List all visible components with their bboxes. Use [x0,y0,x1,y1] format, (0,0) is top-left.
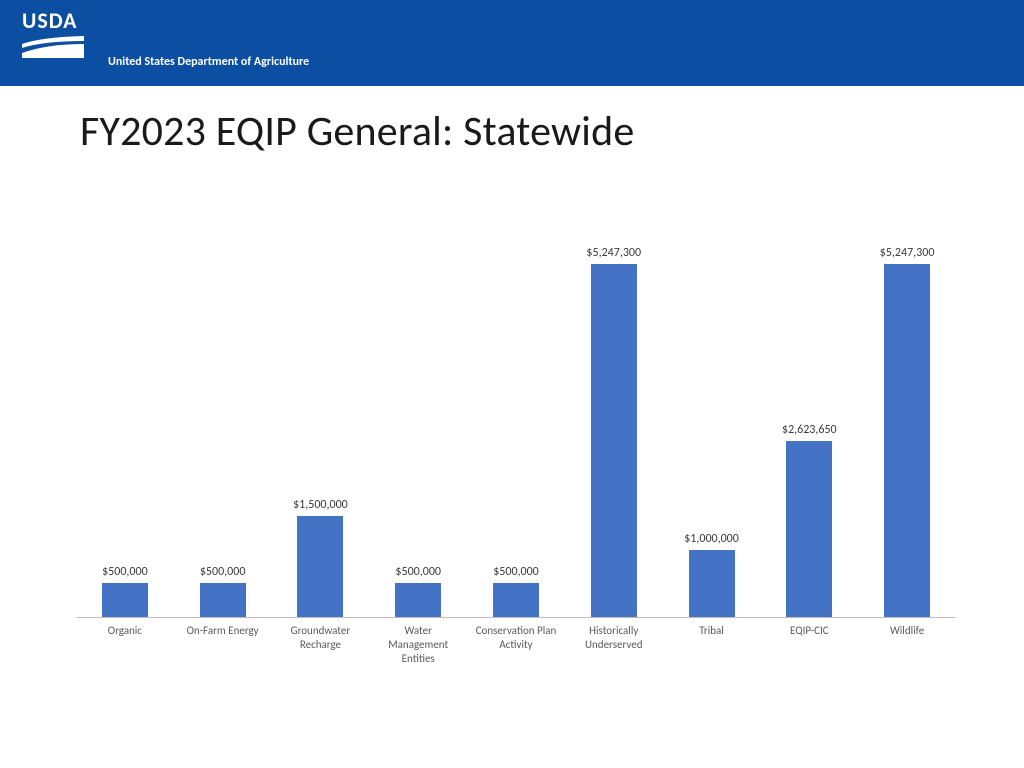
x-axis-label: EQIP-CIC [760,624,858,638]
x-axis-label: GroundwaterRecharge [272,624,370,652]
page-title: FY2023 EQIP General: Statewide [80,106,634,157]
bar-slot: $1,000,000 [663,247,761,617]
bar: $500,000 [493,583,539,617]
bar-value-label: $2,623,650 [782,423,837,441]
usda-logo: USDA [22,10,84,58]
x-axis-label: Tribal [663,624,761,638]
bar-value-label: $500,000 [200,565,246,583]
logo-swoosh-icon [22,34,84,58]
x-axis-label: WaterManagementEntities [369,624,467,665]
bar-slot: $500,000 [174,247,272,617]
bar-chart: $500,000$500,000$1,500,000$500,000$500,0… [76,248,956,676]
bar-value-label: $1,500,000 [293,498,348,516]
bar-value-label: $1,000,000 [684,532,739,550]
logo-text: USDA [22,10,84,32]
bar-slot: $2,623,650 [760,247,858,617]
bar: $5,247,300 [591,264,637,617]
agency-name: United States Department of Agriculture [108,55,309,69]
bar: $2,623,650 [786,441,832,618]
x-axis-label: On-Farm Energy [174,624,272,638]
x-axis-label: Conservation PlanActivity [467,624,565,652]
bar-slot: $500,000 [369,247,467,617]
bar-value-label: $500,000 [493,565,539,583]
bar-slot: $1,500,000 [272,247,370,617]
bar-value-label: $500,000 [102,565,148,583]
bar-slot: $5,247,300 [858,247,956,617]
chart-plot-area: $500,000$500,000$1,500,000$500,000$500,0… [76,248,956,618]
x-axis-label: Organic [76,624,174,638]
bar: $500,000 [102,583,148,617]
bar: $500,000 [200,583,246,617]
x-axis-label: Wildlife [858,624,956,638]
bar: $1,000,000 [689,550,735,617]
bar-value-label: $5,247,300 [586,246,641,264]
bar: $5,247,300 [884,264,930,617]
bar: $500,000 [395,583,441,617]
bar-slot: $500,000 [76,247,174,617]
bar-slot: $5,247,300 [565,247,663,617]
bar-value-label: $500,000 [395,565,441,583]
bar-value-label: $5,247,300 [880,246,935,264]
x-axis-label: HistoricallyUnderserved [565,624,663,652]
header: USDA United States Department of Agricul… [0,0,1024,86]
bar-slot: $500,000 [467,247,565,617]
bar: $1,500,000 [297,516,343,617]
